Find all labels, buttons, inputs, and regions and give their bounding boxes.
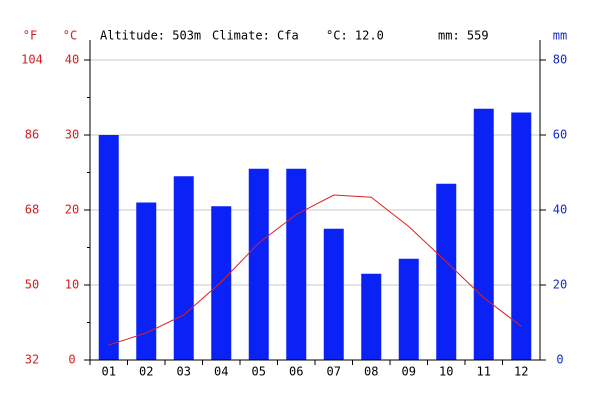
y2-tick-label: 40	[553, 203, 567, 217]
temperature-line	[108, 194, 522, 346]
y-tick-label: 30	[65, 128, 79, 142]
precipitation-bar	[398, 258, 419, 360]
fahrenheit-tick-label: 32	[25, 353, 39, 367]
mean-temperature: °C: 12.0	[326, 29, 384, 43]
precipitation-bar	[436, 183, 457, 360]
x-tick-label: 05	[252, 365, 266, 379]
y-tick-label: 10	[65, 278, 79, 292]
total-precipitation: mm: 559	[438, 29, 489, 43]
precipitation-bar	[361, 273, 382, 360]
x-tick-label: 09	[402, 365, 416, 379]
precipitation-bar	[173, 176, 194, 360]
fahrenheit-tick-label: 104	[21, 53, 43, 67]
x-tick-label: 06	[289, 365, 303, 379]
y2-tick-label: 60	[553, 128, 567, 142]
y2-tick-label: 80	[553, 53, 567, 67]
y2-tick-label: 0	[556, 353, 563, 367]
x-tick-label: 07	[327, 365, 341, 379]
fahrenheit-tick-label: 50	[25, 278, 39, 292]
precipitation-bar	[473, 108, 494, 360]
x-tick-label: 01	[102, 365, 116, 379]
y-tick-label: 0	[68, 353, 75, 367]
precipitation-bar	[511, 112, 532, 360]
x-tick-label: 12	[514, 365, 528, 379]
fahrenheit-unit: °F	[23, 29, 37, 43]
precipitation-bar	[323, 228, 344, 360]
precipitation-bar	[286, 168, 307, 360]
celsius-unit: °C	[63, 29, 77, 43]
precipitation-bar	[136, 202, 157, 360]
x-tick-label: 08	[364, 365, 378, 379]
altitude: Altitude: 503m	[100, 29, 201, 43]
x-tick-label: 10	[439, 365, 453, 379]
y2-tick-label: 20	[553, 278, 567, 292]
y-tick-label: 20	[65, 203, 79, 217]
precipitation-bar	[248, 168, 269, 360]
fahrenheit-tick-label: 68	[25, 203, 39, 217]
y-tick-label: 40	[65, 53, 79, 67]
x-tick-label: 04	[214, 365, 228, 379]
climate: Climate: Cfa	[212, 29, 299, 43]
precipitation-bar	[98, 135, 119, 360]
precipitation-bar	[211, 206, 232, 360]
x-tick-label: 11	[477, 365, 491, 379]
mm-unit: mm	[553, 29, 567, 43]
x-tick-label: 03	[177, 365, 191, 379]
fahrenheit-tick-label: 86	[25, 128, 39, 142]
x-tick-label: 02	[139, 365, 153, 379]
